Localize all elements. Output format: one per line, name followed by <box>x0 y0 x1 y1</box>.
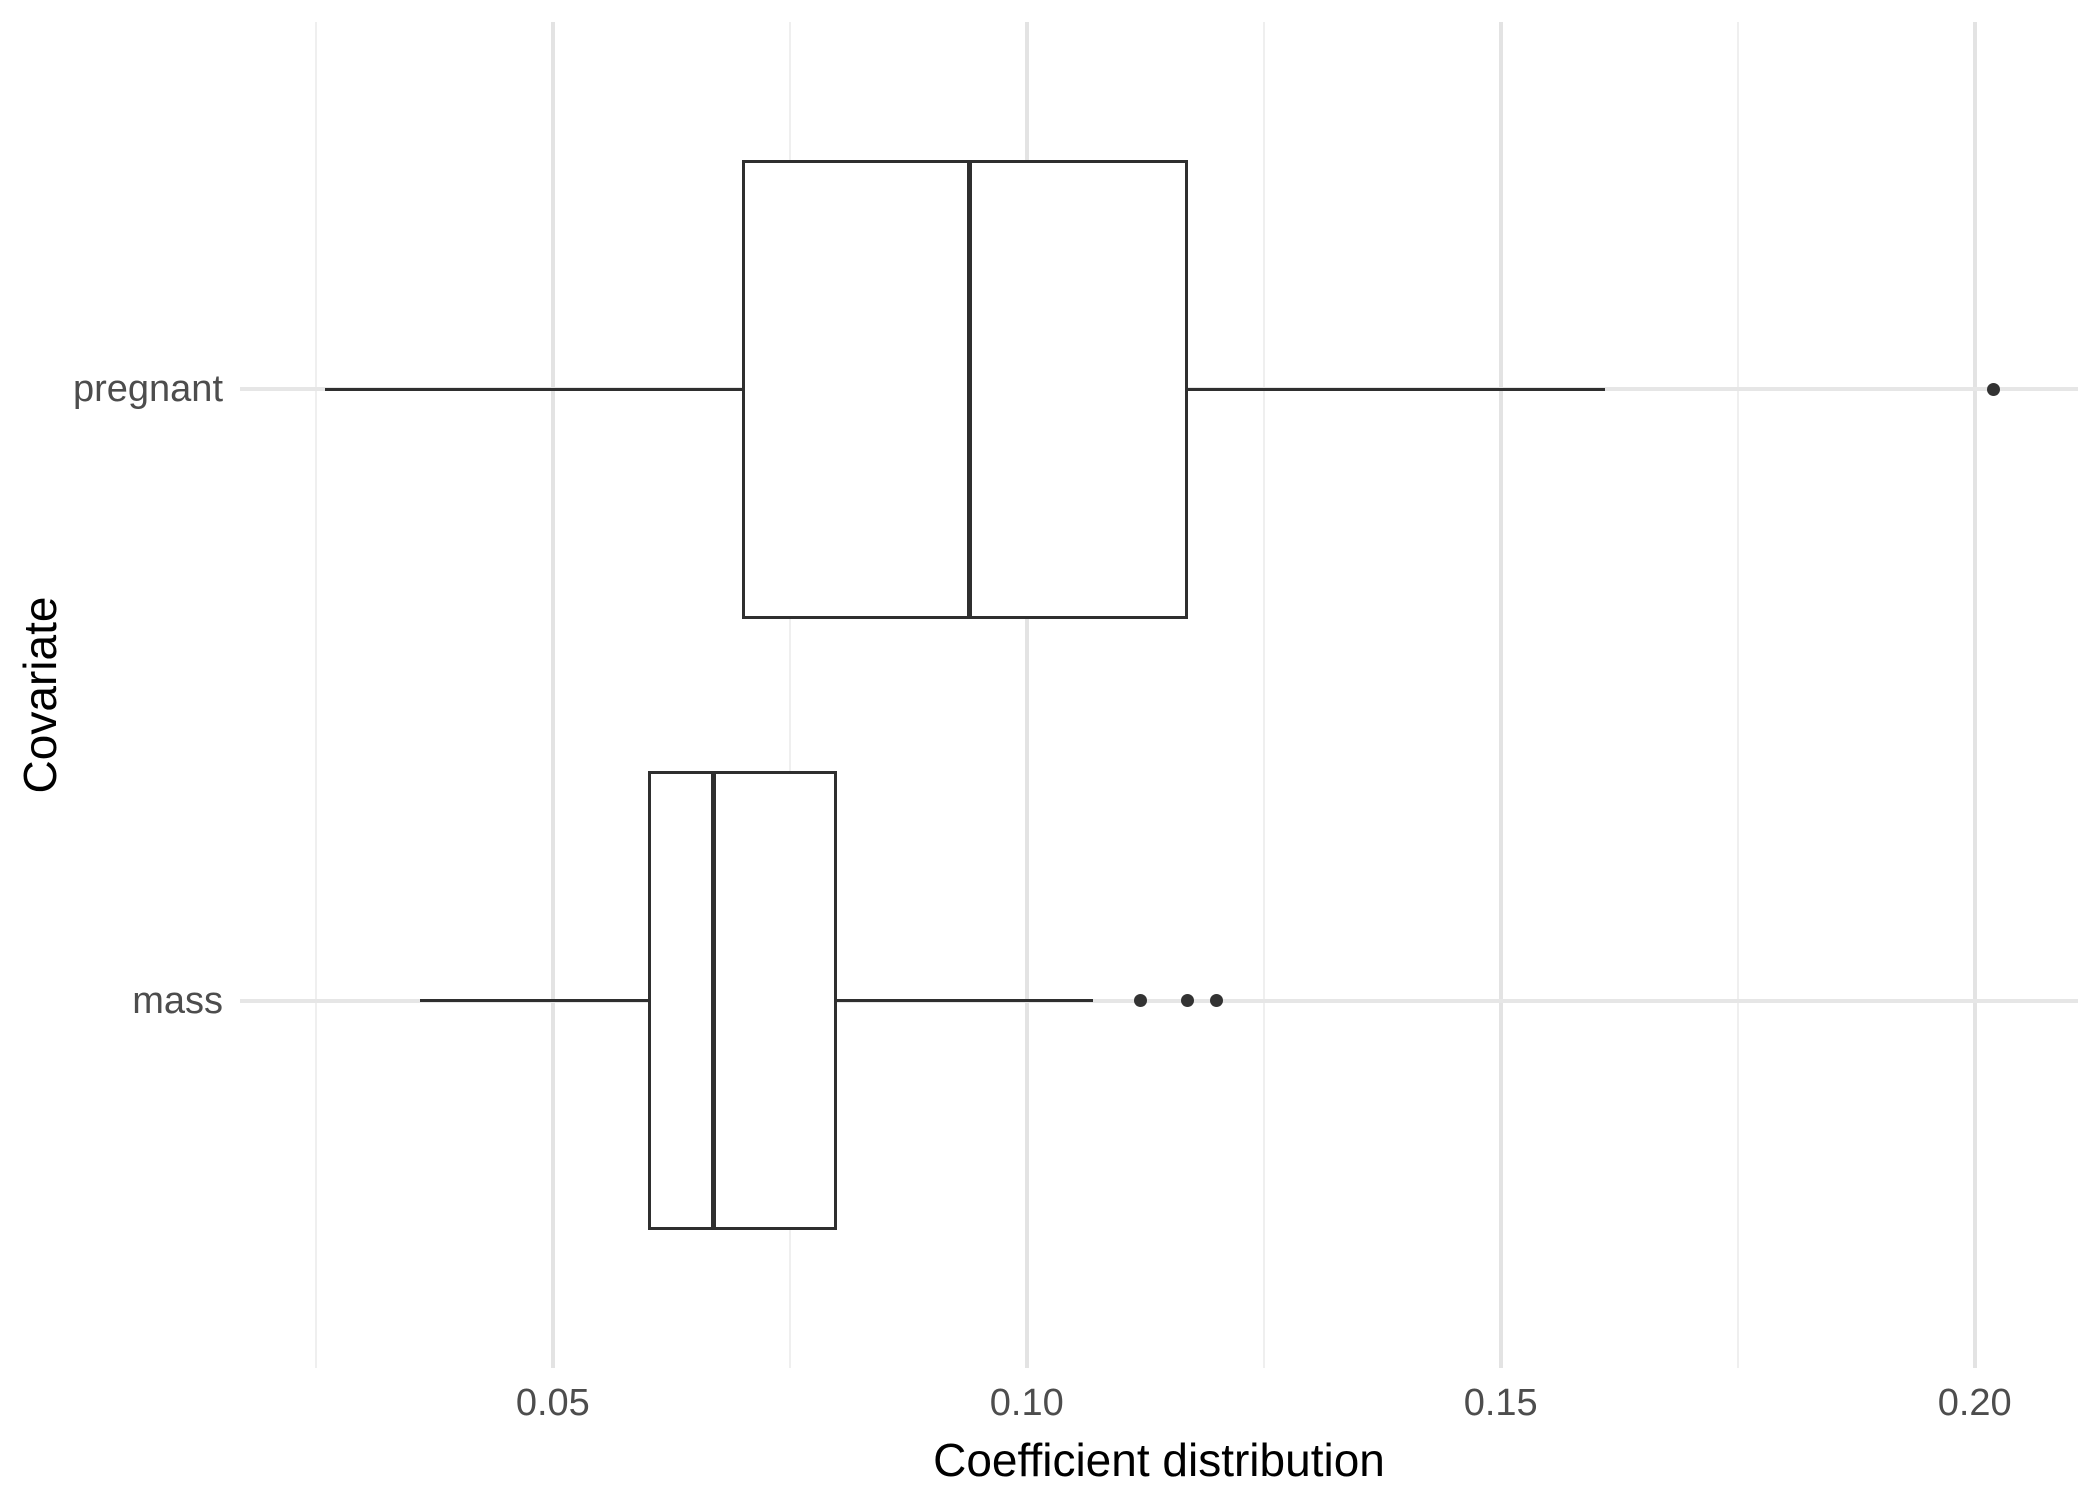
outlier-point <box>1987 382 2001 396</box>
boxplot-box <box>742 159 1188 619</box>
category-label: mass <box>132 979 223 1022</box>
outlier-point <box>1209 994 1223 1008</box>
plot-panel <box>240 22 2078 1368</box>
gridline-minor <box>788 22 791 1368</box>
gridline-category <box>240 998 2078 1003</box>
outlier-point <box>1134 994 1148 1008</box>
gridline-major <box>1498 22 1503 1368</box>
gridline-major <box>1024 22 1029 1368</box>
x-tick-label: 0.10 <box>989 1382 1064 1424</box>
x-tick-label: 0.05 <box>515 1382 590 1424</box>
outlier-point <box>1181 994 1195 1008</box>
x-axis-title: Coefficient distribution <box>933 1434 1385 1486</box>
gridline-minor <box>1262 22 1265 1368</box>
median-line <box>711 771 717 1231</box>
median-line <box>967 159 973 619</box>
x-tick-label: 0.15 <box>1463 1382 1538 1424</box>
gridline-minor <box>314 22 317 1368</box>
category-label: pregnant <box>72 368 223 411</box>
whisker-lower <box>420 999 648 1003</box>
boxplot-box <box>647 771 838 1231</box>
whisker-lower <box>325 387 743 391</box>
whisker-upper <box>837 999 1094 1003</box>
gridline-major <box>550 22 555 1368</box>
y-axis-title: Covariate <box>14 596 66 794</box>
gridline-major <box>1972 22 1977 1368</box>
whisker-upper <box>1187 387 1605 391</box>
x-tick-label: 0.20 <box>1937 1382 2012 1424</box>
gridline-minor <box>1736 22 1739 1368</box>
